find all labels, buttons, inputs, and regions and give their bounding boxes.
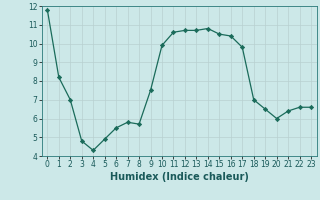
X-axis label: Humidex (Indice chaleur): Humidex (Indice chaleur) — [110, 172, 249, 182]
